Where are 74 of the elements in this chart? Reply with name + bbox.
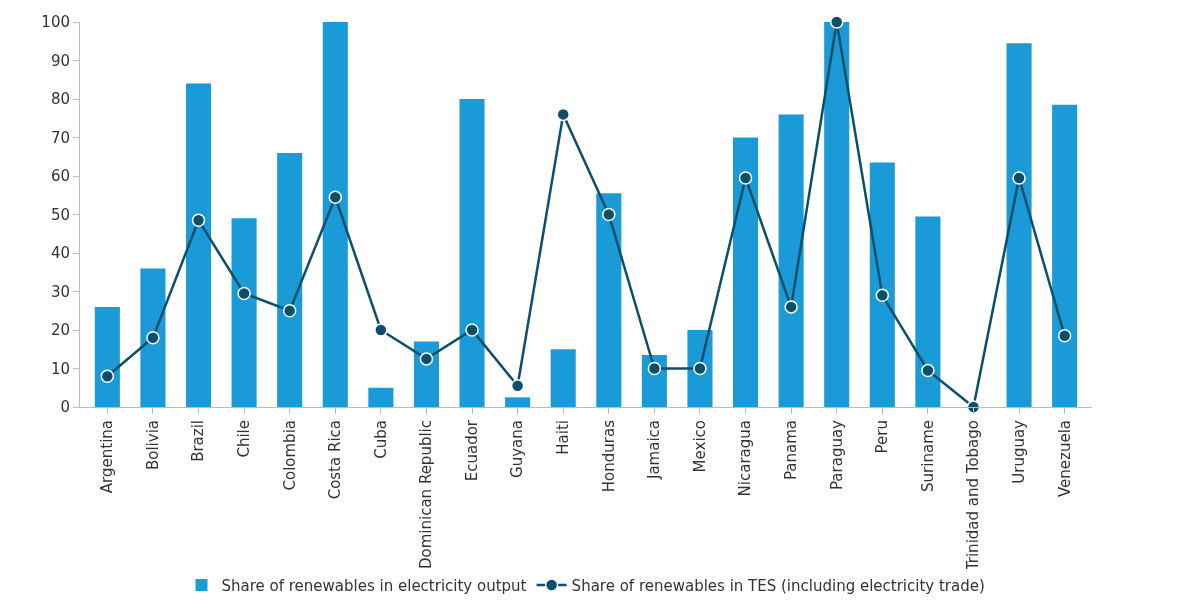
y-tick-label: 0	[60, 398, 70, 417]
y-tick-label: 60	[50, 167, 70, 186]
point	[556, 107, 570, 122]
x-tick-label: Uruguay	[1009, 419, 1028, 484]
bar	[550, 349, 576, 407]
y-tick-label: 30	[50, 282, 70, 301]
point	[146, 330, 160, 345]
y-tick-label: 70	[50, 128, 70, 147]
bar	[459, 99, 485, 407]
x-tick-label: Trinidad and Tobago	[964, 420, 983, 572]
point	[784, 300, 798, 314]
x-tick-label: Venezuela	[1055, 420, 1074, 498]
point	[282, 304, 297, 318]
bar	[596, 193, 622, 407]
x-tick-label: Bolivia	[143, 420, 162, 471]
x-tick-label: Nicaragua	[736, 420, 755, 497]
bar	[277, 152, 303, 407]
x-tick-label: Paraguay	[827, 419, 846, 491]
x-tick-label: Peru	[873, 420, 892, 454]
y-tick-label: 40	[50, 244, 70, 263]
x-tick-label: Argentina	[98, 420, 117, 494]
x-tick-label: Dominican Republic	[417, 420, 436, 570]
point	[419, 352, 434, 366]
y-tick-label: 50	[50, 205, 70, 224]
bar	[140, 268, 166, 407]
x-tick-label: Panama	[782, 420, 801, 481]
bar	[1052, 104, 1078, 407]
point	[237, 286, 251, 301]
y-tick-label: 100	[41, 13, 70, 32]
point	[100, 369, 115, 383]
bar	[733, 137, 759, 407]
bar	[368, 387, 394, 407]
x-tick-label: Mexico	[690, 420, 709, 473]
x-tick-label: Ecuador	[462, 419, 481, 482]
point	[510, 379, 525, 393]
bar	[94, 306, 120, 407]
point	[738, 171, 753, 185]
point	[921, 363, 935, 378]
x-tick-label: Guyana	[508, 420, 527, 478]
bar	[505, 397, 531, 407]
point	[875, 288, 890, 303]
point	[191, 213, 206, 228]
x-tick-label: Brazil	[189, 420, 208, 462]
bar	[869, 162, 895, 407]
x-tick-label: Haiti	[554, 420, 573, 455]
point	[465, 323, 479, 337]
point	[602, 207, 616, 222]
y-tick-label: 10	[50, 359, 70, 378]
point	[1057, 329, 1072, 343]
point	[829, 15, 844, 29]
x-tick-label: Jamaica	[645, 420, 664, 481]
y-tick-label: 90	[50, 51, 70, 70]
point	[328, 190, 343, 204]
legend-label: Share of renewables in electricity output	[221, 576, 527, 595]
bar	[778, 114, 804, 407]
point	[374, 323, 388, 337]
x-tick-label: Costa Rica	[326, 420, 345, 500]
y-tick-label: 20	[50, 321, 70, 340]
bar	[322, 22, 348, 407]
bar	[824, 22, 850, 407]
point	[1012, 171, 1026, 185]
bar	[915, 216, 941, 407]
x-tick-label: Honduras	[599, 419, 618, 493]
x-tick-label: Suriname	[918, 420, 937, 492]
x-tick-label: Chile	[234, 420, 253, 458]
bar	[231, 218, 257, 407]
bar	[185, 83, 212, 407]
x-tick-label: Colombia	[280, 420, 299, 491]
point	[693, 361, 707, 376]
legend-label: Share of renewables in TES (including electricity trade)	[571, 576, 985, 595]
y-tick-label: 80	[50, 90, 70, 109]
bar	[1006, 43, 1032, 407]
point	[647, 361, 662, 376]
x-tick-label: Cuba	[371, 420, 390, 459]
